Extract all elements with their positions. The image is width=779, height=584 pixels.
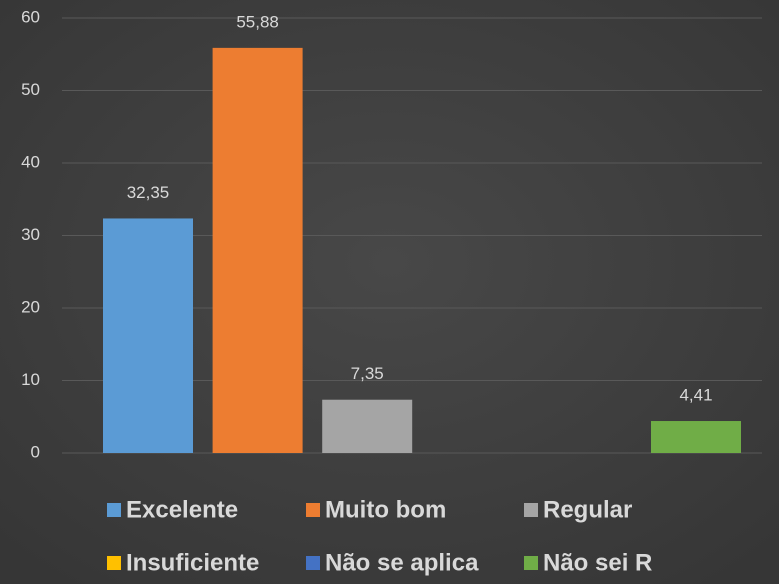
data-label: 55,88 xyxy=(236,12,279,31)
legend-swatch xyxy=(107,556,121,570)
legend-label: Excelente xyxy=(126,496,238,523)
y-tick-label: 10 xyxy=(21,370,40,389)
y-tick-label: 40 xyxy=(21,152,40,171)
legend-swatch xyxy=(306,503,320,517)
bar xyxy=(322,399,413,453)
bar xyxy=(103,218,193,453)
data-label: 32,35 xyxy=(127,183,170,202)
y-tick-label: 0 xyxy=(31,442,40,461)
data-label: 4,41 xyxy=(679,386,712,405)
bar xyxy=(212,47,303,454)
legend-swatch xyxy=(524,503,538,517)
y-tick-label: 50 xyxy=(21,80,40,99)
legend-label: Não sei R xyxy=(543,549,652,576)
bar xyxy=(651,421,741,453)
legend-label: Regular xyxy=(543,496,632,523)
y-tick-label: 30 xyxy=(21,225,40,244)
legend-swatch xyxy=(306,556,320,570)
y-tick-label: 20 xyxy=(21,297,40,316)
y-tick-label: 60 xyxy=(21,7,40,26)
legend-swatch xyxy=(524,556,538,570)
data-label: 7,35 xyxy=(351,364,384,383)
legend-label: Muito bom xyxy=(325,496,446,523)
legend-label: Insuficiente xyxy=(126,549,259,576)
legend-swatch xyxy=(107,503,121,517)
legend-label: Não se aplica xyxy=(325,549,479,576)
